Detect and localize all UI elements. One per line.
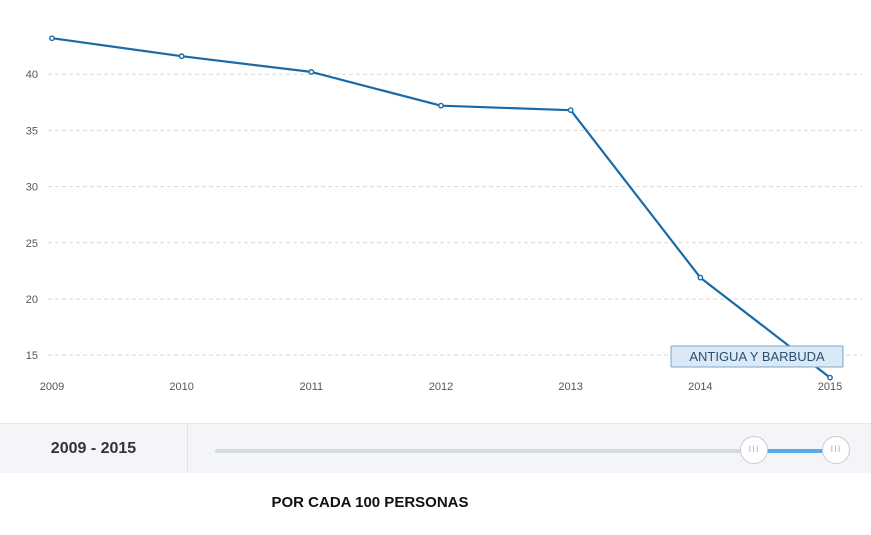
range-label: 2009 - 2015 xyxy=(0,424,188,473)
data-point[interactable] xyxy=(567,107,574,114)
slider-track[interactable] xyxy=(215,449,836,453)
y-tick-label: 20 xyxy=(26,294,38,306)
data-points xyxy=(49,35,833,381)
footer-unit-label: POR CADA 100 PERSONAS xyxy=(271,494,469,511)
data-point[interactable] xyxy=(827,374,833,381)
y-tick-label: 15 xyxy=(26,350,38,362)
y-tick-label: 30 xyxy=(26,182,38,194)
slider-selected-range xyxy=(757,449,836,453)
slider-start-handle[interactable]: III xyxy=(740,436,768,464)
grid-lines xyxy=(48,73,862,356)
y-tick-label: 25 xyxy=(26,238,38,250)
x-tick-label: 2012 xyxy=(429,381,453,393)
x-tick-label: 2011 xyxy=(300,381,324,393)
x-axis-ticks: 2009 2010 2011 2012 2013 2014 2015 xyxy=(40,381,842,393)
y-tick-label: 35 xyxy=(26,125,38,137)
callout-box xyxy=(670,345,844,368)
data-point[interactable] xyxy=(178,53,185,60)
data-point[interactable] xyxy=(438,102,444,109)
series-line-antigua-y-barbuda xyxy=(51,37,831,379)
data-point[interactable] xyxy=(49,35,55,42)
x-tick-label: 2014 xyxy=(688,381,712,393)
x-tick-label: 2009 xyxy=(40,381,64,393)
callout-label: ANTIGUA Y BARBUDA xyxy=(689,349,825,364)
slider-end-handle[interactable]: III xyxy=(822,436,850,464)
y-axis-ticks: 15 20 25 30 35 40 xyxy=(26,69,38,362)
x-tick-label: 2013 xyxy=(558,381,582,393)
x-tick-label: 2015 xyxy=(818,381,842,393)
time-range-selector: 2009 - 2015 III III xyxy=(0,423,871,473)
data-point[interactable] xyxy=(308,69,315,75)
x-tick-label: 2010 xyxy=(169,381,193,393)
line-chart: 15 20 25 30 35 40 2009 2010 2011 2012 2013 2014 201… xyxy=(26,35,862,393)
series-label-callout: ANTIGUA Y BARBUDA xyxy=(670,345,844,368)
y-tick-label: 40 xyxy=(26,69,38,81)
data-point[interactable] xyxy=(697,274,704,281)
